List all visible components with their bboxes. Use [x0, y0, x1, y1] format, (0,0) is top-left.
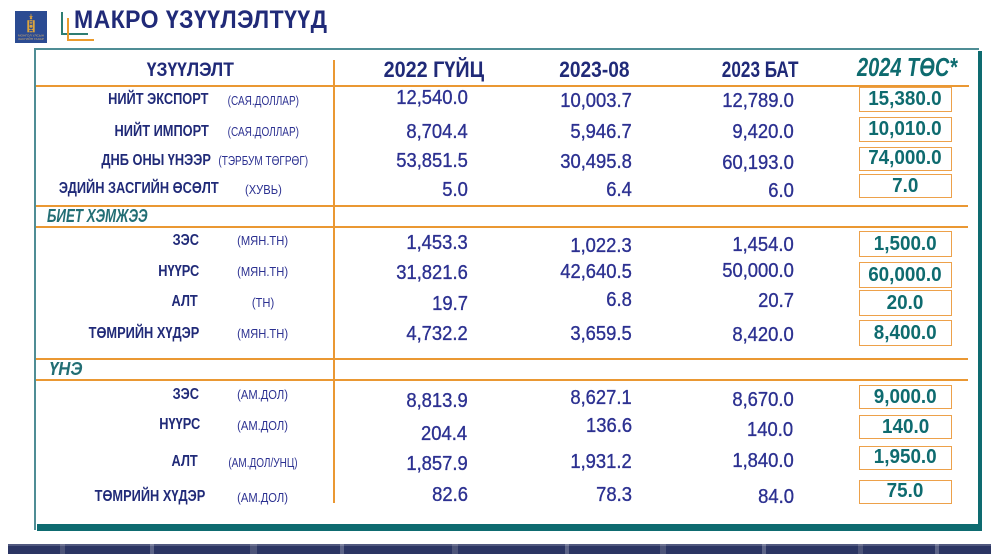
svg-text:ЗАСГИЙН ГАЗАР: ЗАСГИЙН ГАЗАР: [18, 37, 44, 41]
svg-text:МОНГОЛ УЛСЫН: МОНГОЛ УЛСЫН: [18, 33, 44, 37]
